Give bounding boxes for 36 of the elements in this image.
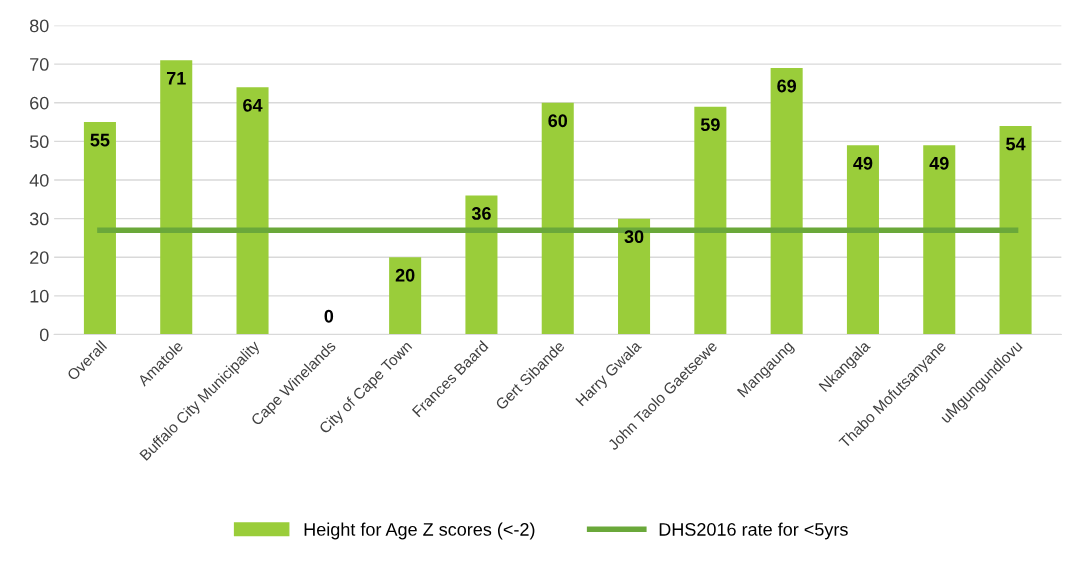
bar — [618, 218, 651, 335]
bar — [770, 68, 803, 335]
data-label: 59 — [700, 118, 720, 131]
bar — [83, 122, 116, 335]
legend-label: Height for Age Z scores (<-2) — [304, 522, 535, 540]
data-label: 71 — [166, 72, 186, 85]
bar — [999, 125, 1032, 335]
y-tick-label: 10 — [30, 289, 49, 303]
data-label: 36 — [471, 207, 491, 220]
legend-label: DHS2016 rate for <5yrs — [659, 522, 848, 540]
y-tick-label: 40 — [29, 173, 49, 187]
data-label: 0 — [324, 309, 334, 323]
bar — [694, 106, 727, 335]
bar — [465, 195, 498, 335]
bar — [846, 145, 879, 335]
data-label: 49 — [929, 156, 949, 170]
y-tick-label: 80 — [29, 19, 49, 33]
data-label: 69 — [777, 79, 797, 93]
y-tick-label: 30 — [29, 212, 49, 226]
data-label: 64 — [243, 98, 263, 112]
y-tick-label: 50 — [29, 135, 49, 149]
y-tick-label: 60 — [30, 96, 49, 110]
data-label: 54 — [1006, 137, 1026, 151]
y-tick-label: 70 — [30, 58, 49, 71]
data-label: 30 — [624, 230, 644, 244]
bar — [923, 145, 956, 335]
data-label: 49 — [853, 156, 873, 170]
y-tick-label: 0 — [39, 328, 49, 342]
data-label: 20 — [395, 268, 415, 282]
data-label: 60 — [548, 114, 568, 128]
bar — [389, 257, 422, 335]
y-tick-label: 20 — [30, 251, 49, 264]
bar — [236, 87, 269, 335]
bar — [541, 102, 574, 335]
bar — [160, 60, 193, 335]
data-label: 55 — [90, 133, 110, 147]
